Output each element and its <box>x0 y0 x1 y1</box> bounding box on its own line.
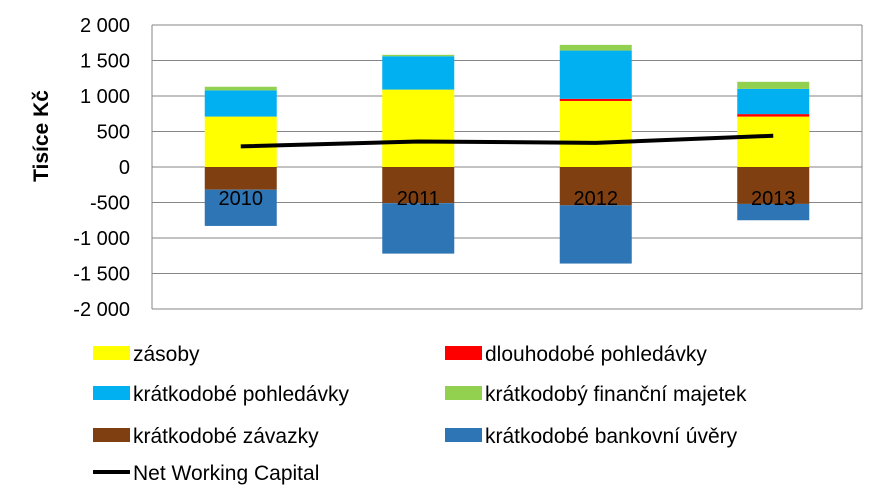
bar-2011-series-5 <box>382 203 455 254</box>
bar-2012-series-5 <box>559 205 632 264</box>
legend-label: krátkodobé pohledávky <box>133 383 349 406</box>
nwc-line <box>240 133 774 149</box>
y-tick-label: 500 <box>97 122 130 144</box>
bar-2010-series-2 <box>204 90 277 117</box>
bar-2010-series-0 <box>204 116 277 167</box>
y-tick-label: -500 <box>90 193 130 215</box>
bar-series <box>204 44 810 264</box>
y-tick-label: 1 500 <box>80 51 130 73</box>
legend-label: krátkodobý finanční majetek <box>485 383 747 406</box>
category-labels: 2010 2011 2012 2013 <box>219 188 796 210</box>
legend-swatch <box>93 346 130 360</box>
y-axis-label: Tisíce Kč <box>30 90 53 182</box>
category-label: 2010 <box>219 188 264 210</box>
bar-2010-series-3 <box>204 86 277 91</box>
legend-label: Net Working Capital <box>133 462 319 485</box>
bar-2010-series-4 <box>204 167 277 190</box>
y-tick-label: 1 000 <box>80 86 130 108</box>
legend-swatch <box>445 428 482 442</box>
legend-label: dlouhodobé pohledávky <box>485 343 707 366</box>
legend-label: krátkodobé závazky <box>133 425 319 448</box>
category-label: 2011 <box>397 188 440 210</box>
bar-2012-series-4 <box>559 167 632 206</box>
bar-2012-series-3 <box>559 44 632 51</box>
legend-label: zásoby <box>133 343 200 366</box>
net-working-capital-line <box>240 133 774 149</box>
legend-swatch <box>93 386 130 400</box>
bar-2011-series-3 <box>382 54 455 57</box>
bar-2013-series-3 <box>737 81 810 89</box>
category-label: 2013 <box>751 188 796 210</box>
category-label: 2012 <box>574 188 619 210</box>
bar-2011-series-4 <box>382 167 455 204</box>
bar-2012-series-1 <box>559 98 632 101</box>
bar-2013-series-1 <box>737 114 810 117</box>
legend-swatch <box>93 428 130 442</box>
bar-2012-series-2 <box>559 50 632 99</box>
legend: zásoby dlouhodobé pohledávky krátkodobé po… <box>93 343 747 485</box>
bar-2011-series-0 <box>382 89 455 167</box>
bar-2011-series-2 <box>382 56 455 90</box>
y-tick-label: -2 000 <box>73 299 130 321</box>
legend-swatch <box>445 386 482 400</box>
y-tick-label: -1 500 <box>73 264 130 286</box>
legend-label: krátkodobé bankovní úvěry <box>485 425 738 448</box>
bar-2010-series-5 <box>204 189 277 226</box>
bar-2013-series-5 <box>737 203 810 221</box>
legend-swatch <box>445 346 482 360</box>
bar-2013-series-2 <box>737 88 810 115</box>
bar-2013-series-0 <box>737 116 810 167</box>
y-tick-label: 2 000 <box>80 15 130 37</box>
bar-2013-series-4 <box>737 167 810 204</box>
y-tick-label: -1 000 <box>73 228 130 250</box>
bar-2012-series-0 <box>559 100 632 167</box>
y-tick-label: 0 <box>119 157 130 179</box>
y-axis-tick-labels: 2 000 1 500 1 000 500 0 -500 -1 000 -1 500 -2 00… <box>73 15 130 321</box>
